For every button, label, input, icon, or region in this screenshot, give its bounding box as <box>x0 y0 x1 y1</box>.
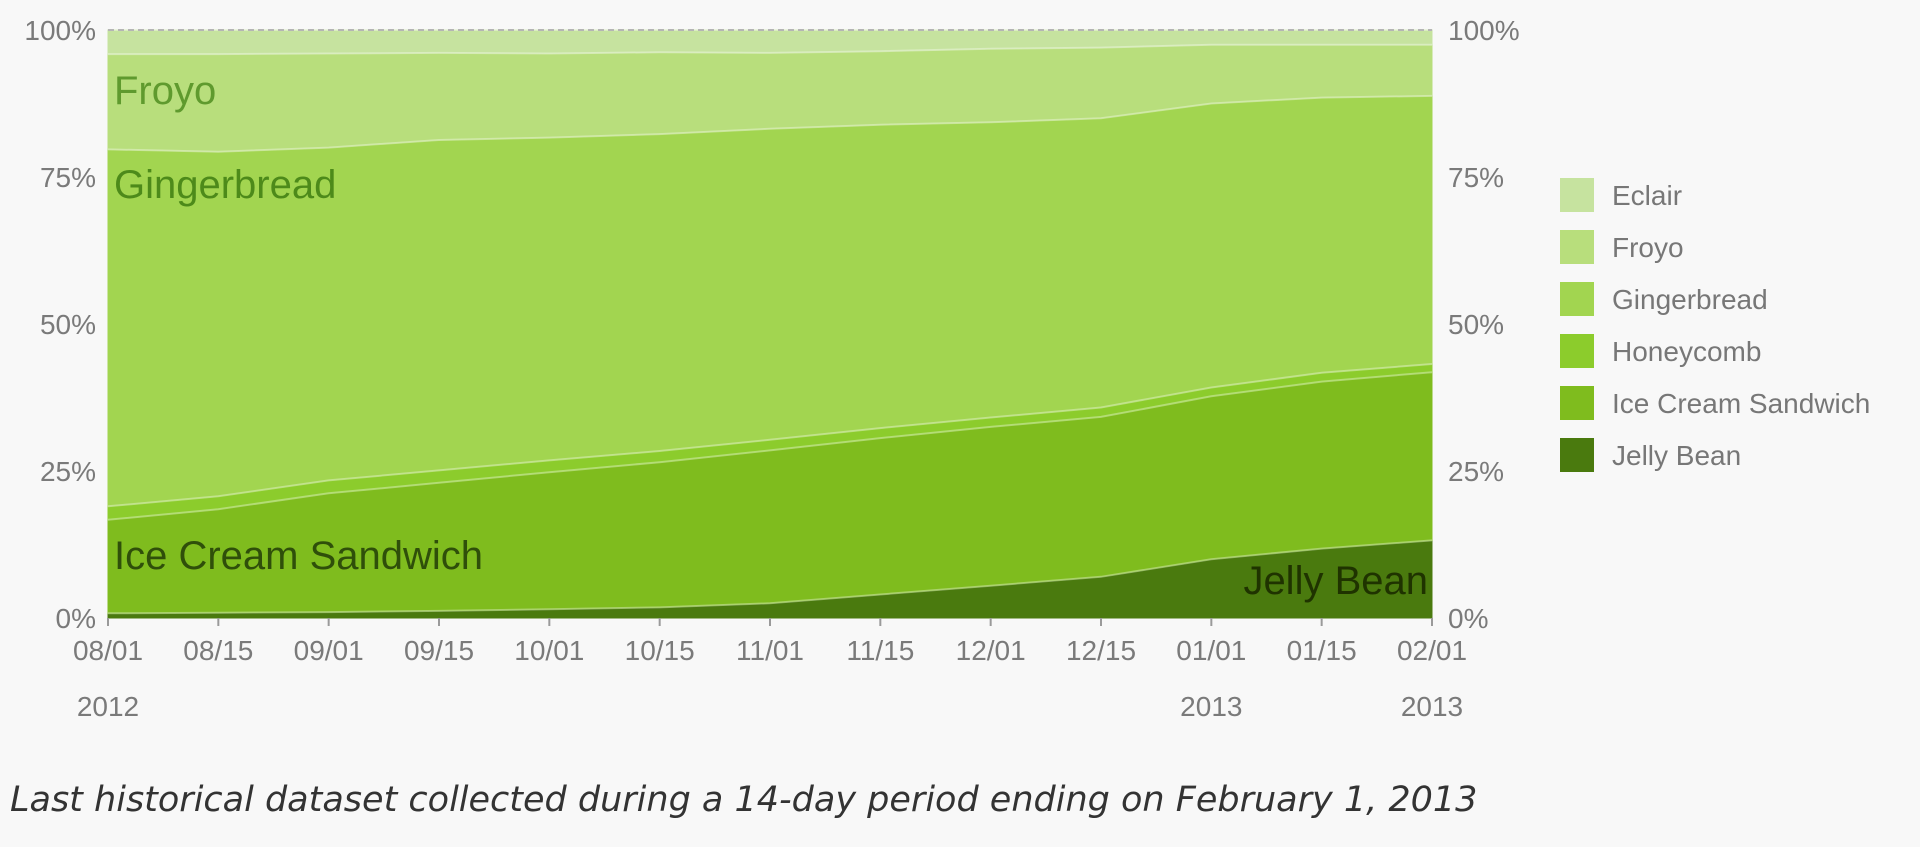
legend-swatch-eclair <box>1560 178 1594 212</box>
chart-axes: 0% 0% 25% 25% 50% 50% 75% 75% 100% 100% 08/01 08/15… <box>24 15 1519 722</box>
legend-label-ice-cream-sandwich: Ice Cream Sandwich <box>1612 388 1870 419</box>
x-year-label-2: 2013 <box>1401 691 1463 722</box>
area-label-jelly-bean: Jelly Bean <box>1243 559 1428 603</box>
boundary-froyo <box>108 43 1432 56</box>
legend-swatch-ice-cream-sandwich <box>1560 386 1594 420</box>
area-label-froyo: Froyo <box>114 69 216 113</box>
legend-swatch-jelly-bean <box>1560 438 1594 472</box>
x-tick-label-8: 12/01 <box>956 635 1026 666</box>
boundary-ice-cream-sandwich <box>107 371 1433 521</box>
y-tick-left-0: 0% <box>56 603 96 634</box>
chart-areas <box>107 29 1433 619</box>
y-tick-left-2: 50% <box>40 309 96 340</box>
y-tick-right-1: 25% <box>1448 456 1504 487</box>
x-tick-label-4: 10/01 <box>514 635 584 666</box>
boundary-jelly-bean <box>107 539 1433 615</box>
x-year-label-0: 2012 <box>77 691 139 722</box>
x-tick-label-7: 11/15 <box>846 635 914 666</box>
legend-swatch-froyo <box>1560 230 1594 264</box>
y-tick-right-3: 75% <box>1448 162 1504 193</box>
area-eclair <box>107 29 1433 55</box>
y-tick-left-3: 75% <box>40 162 96 193</box>
x-tick-label-9: 12/15 <box>1066 635 1136 666</box>
x-tick-label-12: 02/01 <box>1397 635 1467 666</box>
area-label-gingerbread: Gingerbread <box>114 163 336 207</box>
y-tick-right-0: 0% <box>1448 603 1488 634</box>
legend-swatch-gingerbread <box>1560 282 1594 316</box>
dataset-caption: Last historical dataset collected during… <box>10 780 1478 820</box>
x-tick-label-11: 01/15 <box>1287 635 1357 666</box>
y-tick-right-4: 100% <box>1448 15 1520 46</box>
legend-label-honeycomb: Honeycomb <box>1612 336 1761 367</box>
legend-label-eclair: Eclair <box>1612 180 1682 211</box>
y-tick-right-2: 50% <box>1448 309 1504 340</box>
x-year-label-1: 2013 <box>1180 691 1242 722</box>
x-tick-label-1: 08/15 <box>183 635 253 666</box>
x-tick-label-3: 09/15 <box>404 635 474 666</box>
chart-area-labels: Froyo Gingerbread Ice Cream Sandwich Jelly … <box>114 69 1428 603</box>
boundary-gingerbread <box>107 94 1433 153</box>
legend-swatch-honeycomb <box>1560 334 1594 368</box>
chart-legend: Eclair Froyo Gingerbread Honeycomb Ice Cream… <box>1560 178 1870 472</box>
y-tick-left-4: 100% <box>24 15 96 46</box>
boundary-honeycomb <box>107 363 1433 508</box>
x-tick-label-0: 08/01 <box>73 635 143 666</box>
x-tick-label-5: 10/15 <box>625 635 695 666</box>
legend-label-gingerbread: Gingerbread <box>1612 284 1768 315</box>
x-tick-label-2: 09/01 <box>294 635 364 666</box>
legend-label-jelly-bean: Jelly Bean <box>1612 440 1741 471</box>
area-label-ice-cream-sandwich: Ice Cream Sandwich <box>114 534 483 578</box>
x-tick-label-6: 11/01 <box>736 635 804 666</box>
y-tick-left-1: 25% <box>40 456 96 487</box>
x-tick-label-10: 01/01 <box>1176 635 1246 666</box>
legend-label-froyo: Froyo <box>1612 232 1684 263</box>
